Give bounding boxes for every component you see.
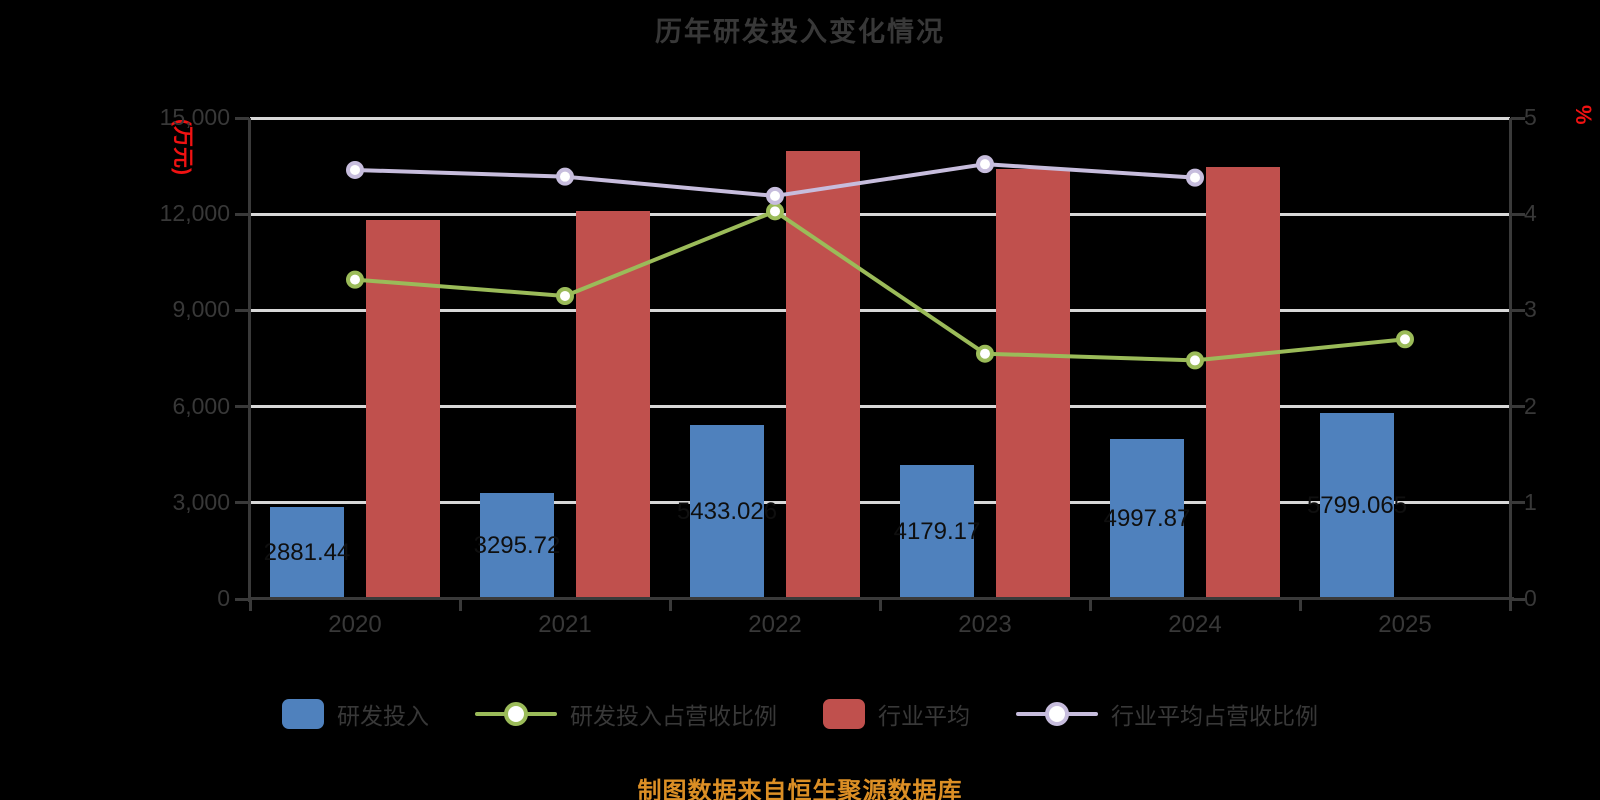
data-source-caption: 制图数据来自恒生聚源数据库	[637, 778, 963, 800]
industry-avg-ratio-legend-dot	[1045, 702, 1069, 726]
rnd-investment-value-label: 4997.87	[1103, 504, 1191, 532]
industry-avg-ratio-legend-marker	[1016, 700, 1098, 728]
rnd-ratio-marker	[976, 344, 994, 363]
left-axis-tick-label: 0	[217, 585, 230, 611]
legend-item-rnd-ratio: 研发投入占营收比例	[475, 697, 777, 731]
right-axis-tick-label: 5	[1524, 104, 1537, 130]
right-axis-line	[1509, 118, 1512, 602]
left-axis-tick-label: 3,000	[172, 488, 230, 515]
right-axis-tick-label: 1	[1524, 488, 1537, 515]
rnd-investment-bar	[270, 506, 344, 599]
industry-avg-ratio-marker	[346, 160, 364, 179]
rnd-investment-bar	[900, 464, 974, 599]
rnd-ratio-marker	[1186, 351, 1204, 370]
right-axis-tick	[1511, 308, 1525, 312]
left-axis-tick	[235, 308, 249, 312]
left-axis-line	[248, 118, 251, 602]
x-axis-line	[248, 597, 1514, 600]
industry-avg-legend-swatch	[823, 699, 865, 729]
x-axis-tick	[248, 600, 252, 611]
right-axis-tick-label: 2	[1524, 392, 1537, 419]
rnd-investment-value-label: 2881.44	[263, 538, 351, 566]
rnd-investment-bar	[690, 424, 764, 599]
right-axis-tick-label: 0	[1524, 585, 1537, 611]
rnd-ratio-line	[353, 209, 1407, 363]
x-axis-category-label: 2025	[1378, 611, 1432, 638]
x-axis-category-label: 2022	[748, 611, 802, 638]
left-axis-tick	[235, 116, 249, 120]
gridline	[250, 212, 1510, 216]
legend-item-industry-avg-ratio: 行业平均占营收比例	[1016, 697, 1318, 731]
left-axis-tick-label: 9,000	[172, 296, 230, 323]
right-axis-tick	[1511, 116, 1525, 120]
x-axis-tick	[458, 600, 462, 611]
x-axis-category-label: 2020	[328, 611, 382, 638]
right-axis-tick-label: 3	[1524, 296, 1537, 323]
right-axis-tick	[1511, 405, 1525, 409]
left-axis-tick	[235, 597, 249, 601]
legend-item-industry-avg: 行业平均	[823, 697, 970, 731]
rnd-ratio-marker	[556, 286, 574, 305]
industry-avg-ratio-marker	[556, 167, 574, 186]
x-axis-tick	[668, 600, 672, 611]
industry-avg-bar	[1206, 167, 1280, 599]
rnd-ratio-legend-marker	[475, 700, 557, 728]
rnd-investment-legend-swatch	[282, 699, 324, 729]
legend-label: 行业平均	[878, 703, 970, 729]
line-series-layer	[346, 155, 1414, 370]
right-axis-tick	[1511, 501, 1525, 505]
rnd-investment-bar	[480, 493, 554, 599]
legend-label: 行业平均占营收比例	[1111, 703, 1318, 729]
left-axis-tick	[235, 212, 249, 216]
legend-label: 研发投入	[337, 703, 429, 729]
x-axis-tick	[1298, 600, 1302, 611]
left-axis-tick	[235, 501, 249, 505]
rnd-investment-bar	[1320, 413, 1394, 599]
industry-avg-ratio-marker	[976, 155, 994, 174]
legend-label: 研发投入占营收比例	[570, 703, 777, 729]
plot-area: 0 0 3,000 1 6,000 2 9,000 3 12,000 4 15,000 5 2020 20…	[160, 104, 1537, 638]
x-axis-tick	[878, 600, 882, 611]
rnd-ratio-marker	[766, 202, 784, 221]
right-axis-tick	[1511, 597, 1525, 601]
rnd-investment-value-label: 3295.72	[473, 532, 561, 560]
industry-avg-ratio-marker	[766, 186, 784, 205]
gridline	[250, 308, 1510, 312]
x-axis-tick	[1088, 600, 1092, 611]
rnd-ratio-marker	[1396, 330, 1414, 349]
rnd-investment-value-label: 5433.026	[676, 497, 778, 525]
right-axis-tick	[1511, 212, 1525, 216]
left-axis-tick-label: 12,000	[159, 200, 230, 227]
rnd-ratio-marker	[346, 270, 364, 289]
x-axis-category-label: 2024	[1168, 611, 1222, 638]
gridline	[250, 405, 1510, 409]
industry-avg-bar	[996, 168, 1070, 599]
x-axis-category-label: 2023	[958, 611, 1012, 638]
legend-item-rnd-investment: 研发投入	[282, 697, 429, 731]
rnd-investment-value-label: 5799.065	[1306, 492, 1408, 520]
chart-title: 历年研发投入变化情况	[655, 17, 945, 47]
left-axis-tick-label: 15,000	[159, 104, 230, 130]
gridline	[250, 116, 1510, 120]
x-axis-category-label: 2021	[538, 611, 592, 638]
rnd-investment-value-label: 4179.17	[893, 517, 981, 545]
left-axis-tick	[235, 405, 249, 409]
rnd-investment-bar	[1110, 438, 1184, 599]
rnd-ratio-legend-dot	[504, 702, 528, 726]
x-axis-tick	[1508, 600, 1512, 611]
gridline	[250, 501, 1510, 505]
left-axis-tick-label: 6,000	[172, 392, 230, 419]
industry-avg-ratio-marker	[1186, 168, 1204, 187]
right-axis-tick-label: 4	[1524, 200, 1537, 227]
legend: 研发投入 研发投入占营收比例 行业平均 行业平均占营收比例	[0, 697, 1600, 731]
